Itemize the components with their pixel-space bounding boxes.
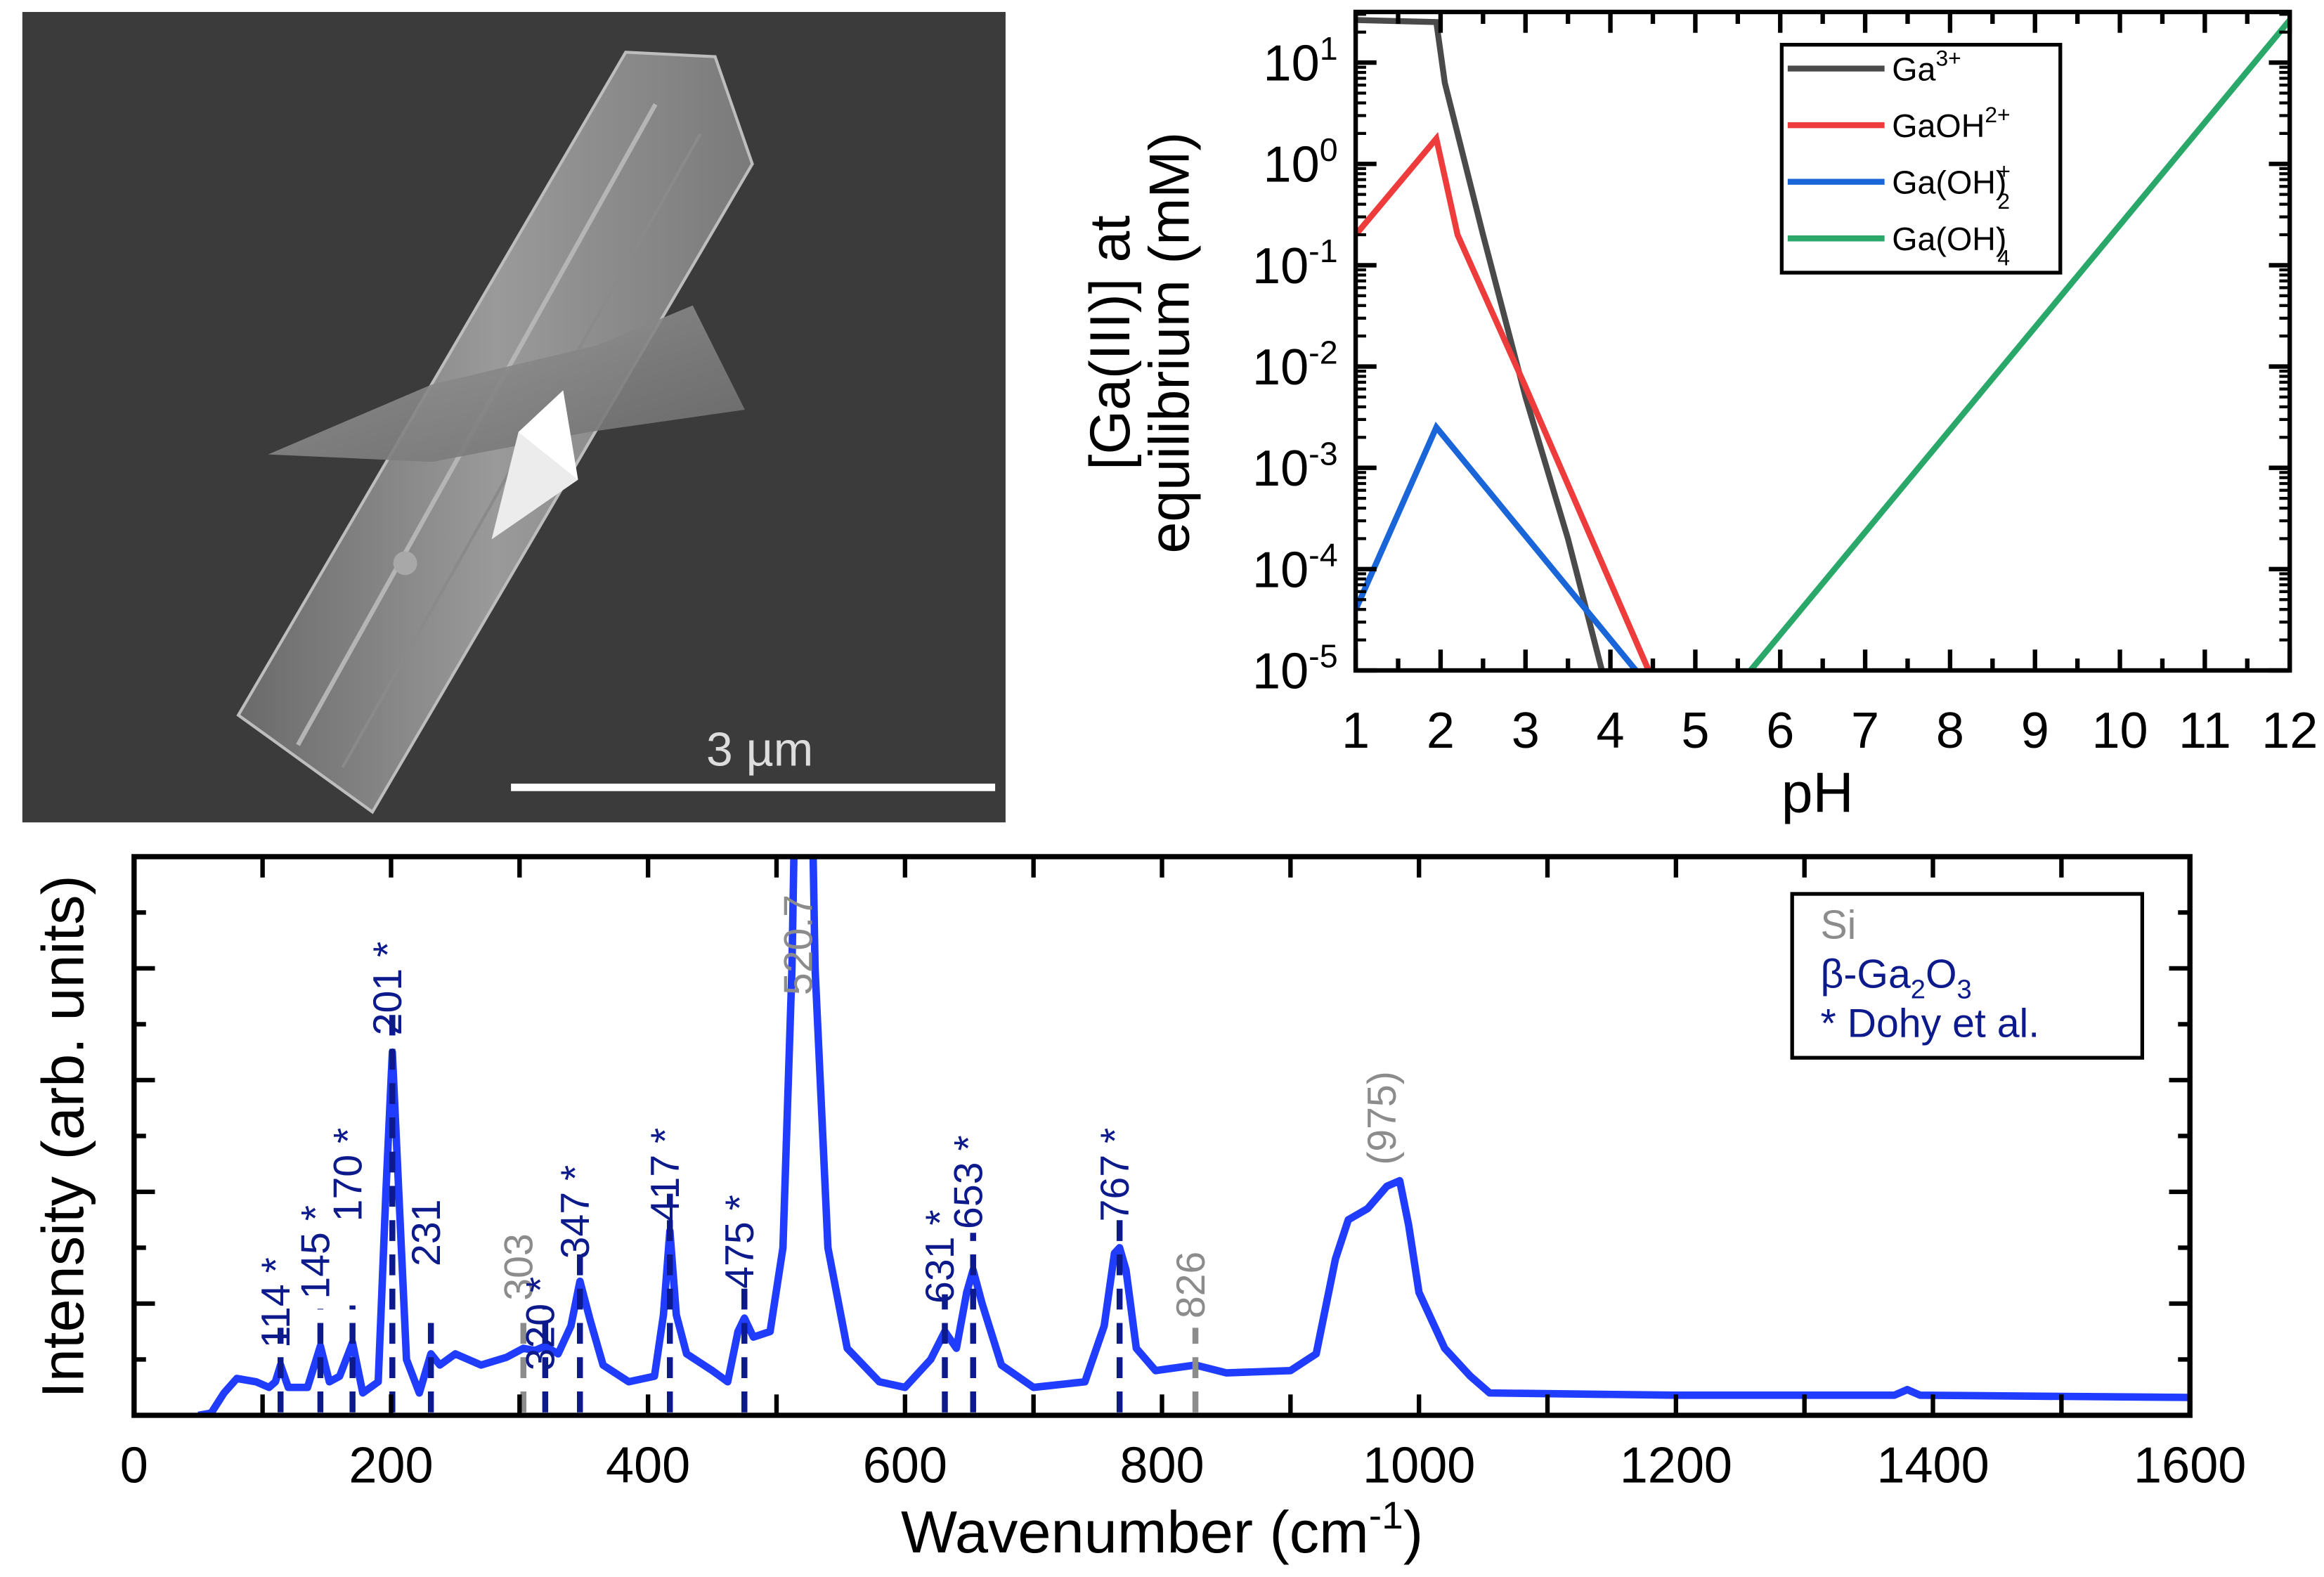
x-tick-label: 400 xyxy=(606,1437,690,1493)
x-tick-label: 1200 xyxy=(1620,1437,1732,1493)
x-tick-label: 1600 xyxy=(2134,1437,2246,1493)
x-tick-label: 1400 xyxy=(1876,1437,1989,1493)
y-tick-label: 10-4 xyxy=(1252,537,1338,599)
y-tick-label: 101 xyxy=(1264,30,1338,92)
y-axis-label-line: equilibrium (mM) xyxy=(1138,132,1202,554)
x-tick-label: 800 xyxy=(1119,1437,1204,1493)
x-axis-label: pH xyxy=(1781,761,1854,824)
scale-bar xyxy=(511,784,996,791)
peak-label: 417 * xyxy=(643,1128,688,1222)
legend-label: Ga3+ xyxy=(1892,45,1961,87)
x-tick-label: 2 xyxy=(1427,703,1455,759)
y-axis-label: Intensity (arb. units) xyxy=(30,875,96,1398)
x-tick-label: 1 xyxy=(1342,703,1370,759)
peak-label: 320 * xyxy=(519,1277,564,1371)
peak-label: 653 * xyxy=(946,1135,991,1229)
x-tick-label: 600 xyxy=(863,1437,947,1493)
peak-label: (975) xyxy=(1360,1071,1405,1165)
x-tick-label: 9 xyxy=(2021,703,2049,759)
x-tick-label: 11 xyxy=(2179,703,2231,759)
peak-label: 170 * xyxy=(325,1128,370,1222)
legend-label: Ga(OH)+ 2 xyxy=(1892,158,2011,213)
plot-area xyxy=(197,856,2190,1415)
series-line-1 xyxy=(1356,131,1651,671)
y-tick-label: 100 xyxy=(1264,131,1338,193)
series-line-2 xyxy=(1356,422,1639,671)
plot-area xyxy=(1356,17,2290,671)
peak-label: 145 * xyxy=(294,1205,339,1299)
series-line-0 xyxy=(1356,17,1605,671)
x-tick-label: 8 xyxy=(1936,703,1964,759)
x-tick-label: 200 xyxy=(349,1437,433,1493)
y-axis-label-line: [Ga(III)] at xyxy=(1079,215,1142,470)
x-tick-label: 12 xyxy=(2261,703,2318,759)
x-tick-label: 3 xyxy=(1512,703,1540,759)
legend: Ga3+ GaOH2+ Ga(OH)+ 2Ga(OH)-4 xyxy=(1779,43,2063,275)
series-line-3 xyxy=(1748,18,2290,671)
legend-label: β-Ga2O3 xyxy=(1820,952,1971,1005)
legend-box xyxy=(1779,43,2063,275)
x-tick-label: 1000 xyxy=(1363,1437,1475,1493)
peak-label: 631 * xyxy=(918,1209,963,1304)
legend-label: * Dohy et al. xyxy=(1820,1001,2039,1046)
peak-label: 475 * xyxy=(718,1195,762,1289)
x-tick-label: 0 xyxy=(120,1437,148,1493)
peak-label: 767 * xyxy=(1093,1128,1138,1222)
spectrum-line xyxy=(197,856,2190,1415)
legend: Siβ-Ga2O3* Dohy et al. xyxy=(1790,892,2145,1060)
y-tick-label: 10-2 xyxy=(1252,334,1338,396)
legend-label: Si xyxy=(1820,903,1856,948)
x-tick-label: 5 xyxy=(1681,703,1709,759)
x-tick-label: 10 xyxy=(2091,703,2148,759)
x-axis-label: Wavenumber (cm-1) xyxy=(901,1493,1423,1565)
peak-label: 347 * xyxy=(553,1165,598,1259)
sem-image: 3 µm xyxy=(22,12,1006,823)
x-tick-label: 4 xyxy=(1597,703,1625,759)
y-tick-label: 10-5 xyxy=(1252,638,1338,700)
peak-label: 826 xyxy=(1169,1252,1214,1318)
ph-speciation-chart: 1 2 3 4 5 6 7 8 9 10 11 1210110010-110-210-310-410-… xyxy=(1079,9,2318,824)
legend-label: Ga(OH)-4 xyxy=(1892,215,2010,270)
y-tick-label: 10-1 xyxy=(1252,233,1338,294)
legend-box xyxy=(1790,892,2145,1060)
peak-label: 201 * xyxy=(365,942,410,1036)
peak-label: 114 * xyxy=(254,1257,299,1348)
x-tick-label: 6 xyxy=(1766,703,1794,759)
legend-label: GaOH2+ xyxy=(1892,102,2010,144)
peak-label: 303 xyxy=(497,1233,542,1300)
y-tick-label: 10-3 xyxy=(1252,435,1338,497)
peak-label: 520.7 xyxy=(777,895,822,995)
x-tick-label: 7 xyxy=(1851,703,1879,759)
scale-bar-label: 3 µm xyxy=(706,724,813,777)
peak-label: 231 xyxy=(404,1199,449,1266)
